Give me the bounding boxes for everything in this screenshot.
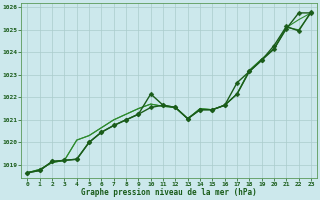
X-axis label: Graphe pression niveau de la mer (hPa): Graphe pression niveau de la mer (hPa)	[81, 188, 257, 197]
